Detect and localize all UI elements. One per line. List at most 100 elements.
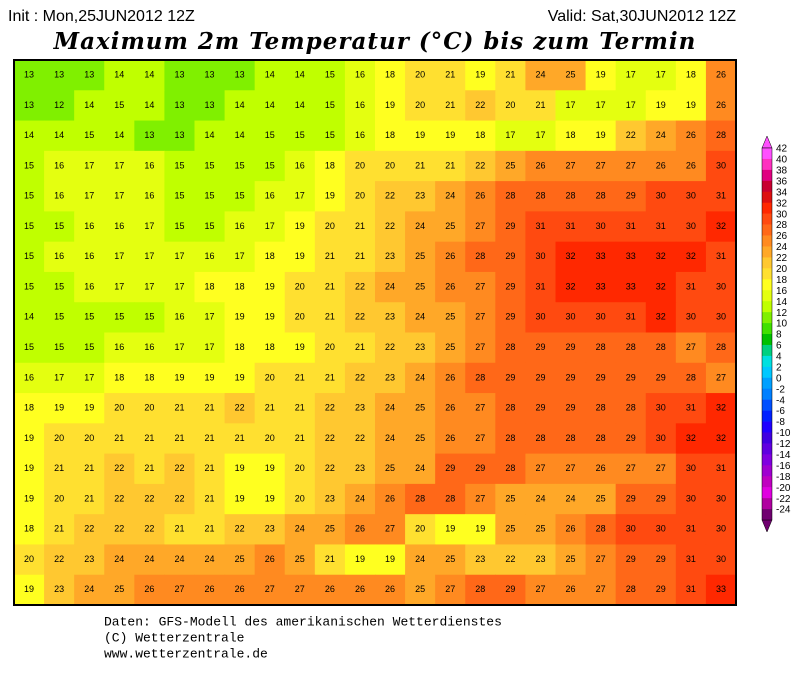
temperature-label: 26 [566, 524, 576, 534]
colorbar-label: 28 [776, 220, 788, 231]
temperature-label: 21 [144, 463, 154, 473]
temperature-label: 26 [686, 130, 696, 140]
temperature-label: 19 [385, 100, 395, 110]
temperature-cell [405, 332, 436, 364]
temperature-label: 20 [144, 403, 154, 413]
temperature-label: 21 [325, 251, 335, 261]
temperature-cell [74, 544, 105, 576]
temperature-label: 21 [174, 403, 184, 413]
colorbar-swatch [762, 169, 772, 182]
temperature-label: 25 [415, 433, 425, 443]
temperature-label: 15 [174, 160, 184, 170]
temperature-cell [314, 362, 346, 394]
temperature-cell [284, 514, 316, 545]
temperature-label: 17 [535, 130, 545, 140]
temperature-label: 27 [385, 524, 395, 534]
temperature-cell [344, 514, 376, 545]
temperature-cell [495, 241, 526, 273]
temperature-cell [645, 90, 677, 122]
temperature-label: 26 [445, 403, 455, 413]
temperature-cell [104, 150, 135, 182]
temperature-label: 15 [205, 160, 215, 170]
temperature-cell [495, 453, 526, 485]
temperature-label: 19 [596, 70, 606, 80]
temperature-label: 29 [656, 584, 666, 594]
temperature-cell [314, 60, 346, 91]
temperature-label: 19 [295, 251, 305, 261]
temperature-cell [44, 362, 75, 394]
temperature-cell [465, 241, 496, 273]
colorbar-swatch [762, 290, 772, 302]
temperature-cell [284, 393, 316, 424]
temperature-cell [645, 453, 677, 485]
temperature-label: 19 [265, 281, 275, 291]
temperature-label: 24 [385, 433, 395, 443]
temperature-label: 19 [265, 312, 275, 322]
temperature-label: 32 [716, 221, 726, 231]
temperature-cell [254, 332, 286, 364]
temperature-cell [254, 60, 286, 91]
temperature-cell [104, 332, 135, 364]
temperature-cell [615, 393, 647, 424]
temperature-label: 31 [686, 403, 696, 413]
temperature-label: 21 [535, 100, 545, 110]
temperature-cell [224, 90, 256, 122]
temperature-cell [344, 60, 376, 91]
temperature-cell [194, 90, 226, 122]
temperature-label: 30 [535, 251, 545, 261]
temperature-cell [134, 514, 165, 545]
temperature-cell [284, 302, 316, 333]
temperature-label: 31 [626, 312, 636, 322]
colorbar-swatch [762, 344, 772, 357]
temperature-cell [314, 453, 346, 485]
colorbar-label: 18 [776, 275, 788, 286]
temperature-label: 26 [686, 160, 696, 170]
colorbar-label: 38 [776, 166, 788, 177]
temperature-cell [555, 514, 587, 545]
temperature-cell [74, 150, 105, 182]
temperature-cell [405, 302, 436, 333]
colorbar-label: 42 [776, 144, 788, 155]
temperature-cell [435, 423, 466, 455]
colorbar-swatch [762, 334, 772, 346]
temperature-label: 20 [355, 191, 365, 201]
temperature-cell [555, 211, 587, 243]
temperature-label: 28 [656, 342, 666, 352]
temperature-cell [465, 332, 496, 364]
temperature-cell [254, 514, 286, 545]
temperature-label: 29 [535, 372, 545, 382]
temperature-cell [495, 302, 526, 333]
temperature-label: 19 [686, 100, 696, 110]
temperature-label: 26 [445, 251, 455, 261]
temperature-cell [74, 332, 105, 364]
temperature-cell [224, 150, 256, 182]
temperature-label: 22 [355, 312, 365, 322]
temperature-cell [375, 150, 406, 182]
temperature-label: 24 [205, 554, 215, 564]
temperature-label: 21 [325, 281, 335, 291]
temperature-label: 27 [475, 403, 485, 413]
temperature-cell [375, 574, 406, 606]
temperature-cell [705, 483, 737, 515]
temperature-cell [495, 60, 526, 91]
colorbar-swatch [762, 158, 772, 171]
temperature-cell [44, 271, 75, 303]
temperature-cell [104, 271, 135, 303]
temperature-label: 30 [686, 463, 696, 473]
temperature-label: 22 [626, 130, 636, 140]
temperature-cell [14, 150, 45, 182]
temperature-cell [585, 271, 617, 303]
temperature-label: 32 [686, 433, 696, 443]
colorbar-swatch [762, 148, 772, 160]
colorbar-swatch [762, 355, 772, 368]
temperature-cell [134, 544, 165, 576]
temperature-label: 21 [54, 524, 64, 534]
temperature-cell [615, 211, 647, 243]
temperature-cell [14, 332, 45, 364]
temperature-cell [74, 120, 105, 152]
colorbar-swatch [762, 366, 772, 379]
temperature-cell [405, 120, 436, 152]
temperature-cell [344, 423, 376, 455]
temperature-cell [44, 393, 75, 424]
temperature-label: 23 [84, 554, 94, 564]
